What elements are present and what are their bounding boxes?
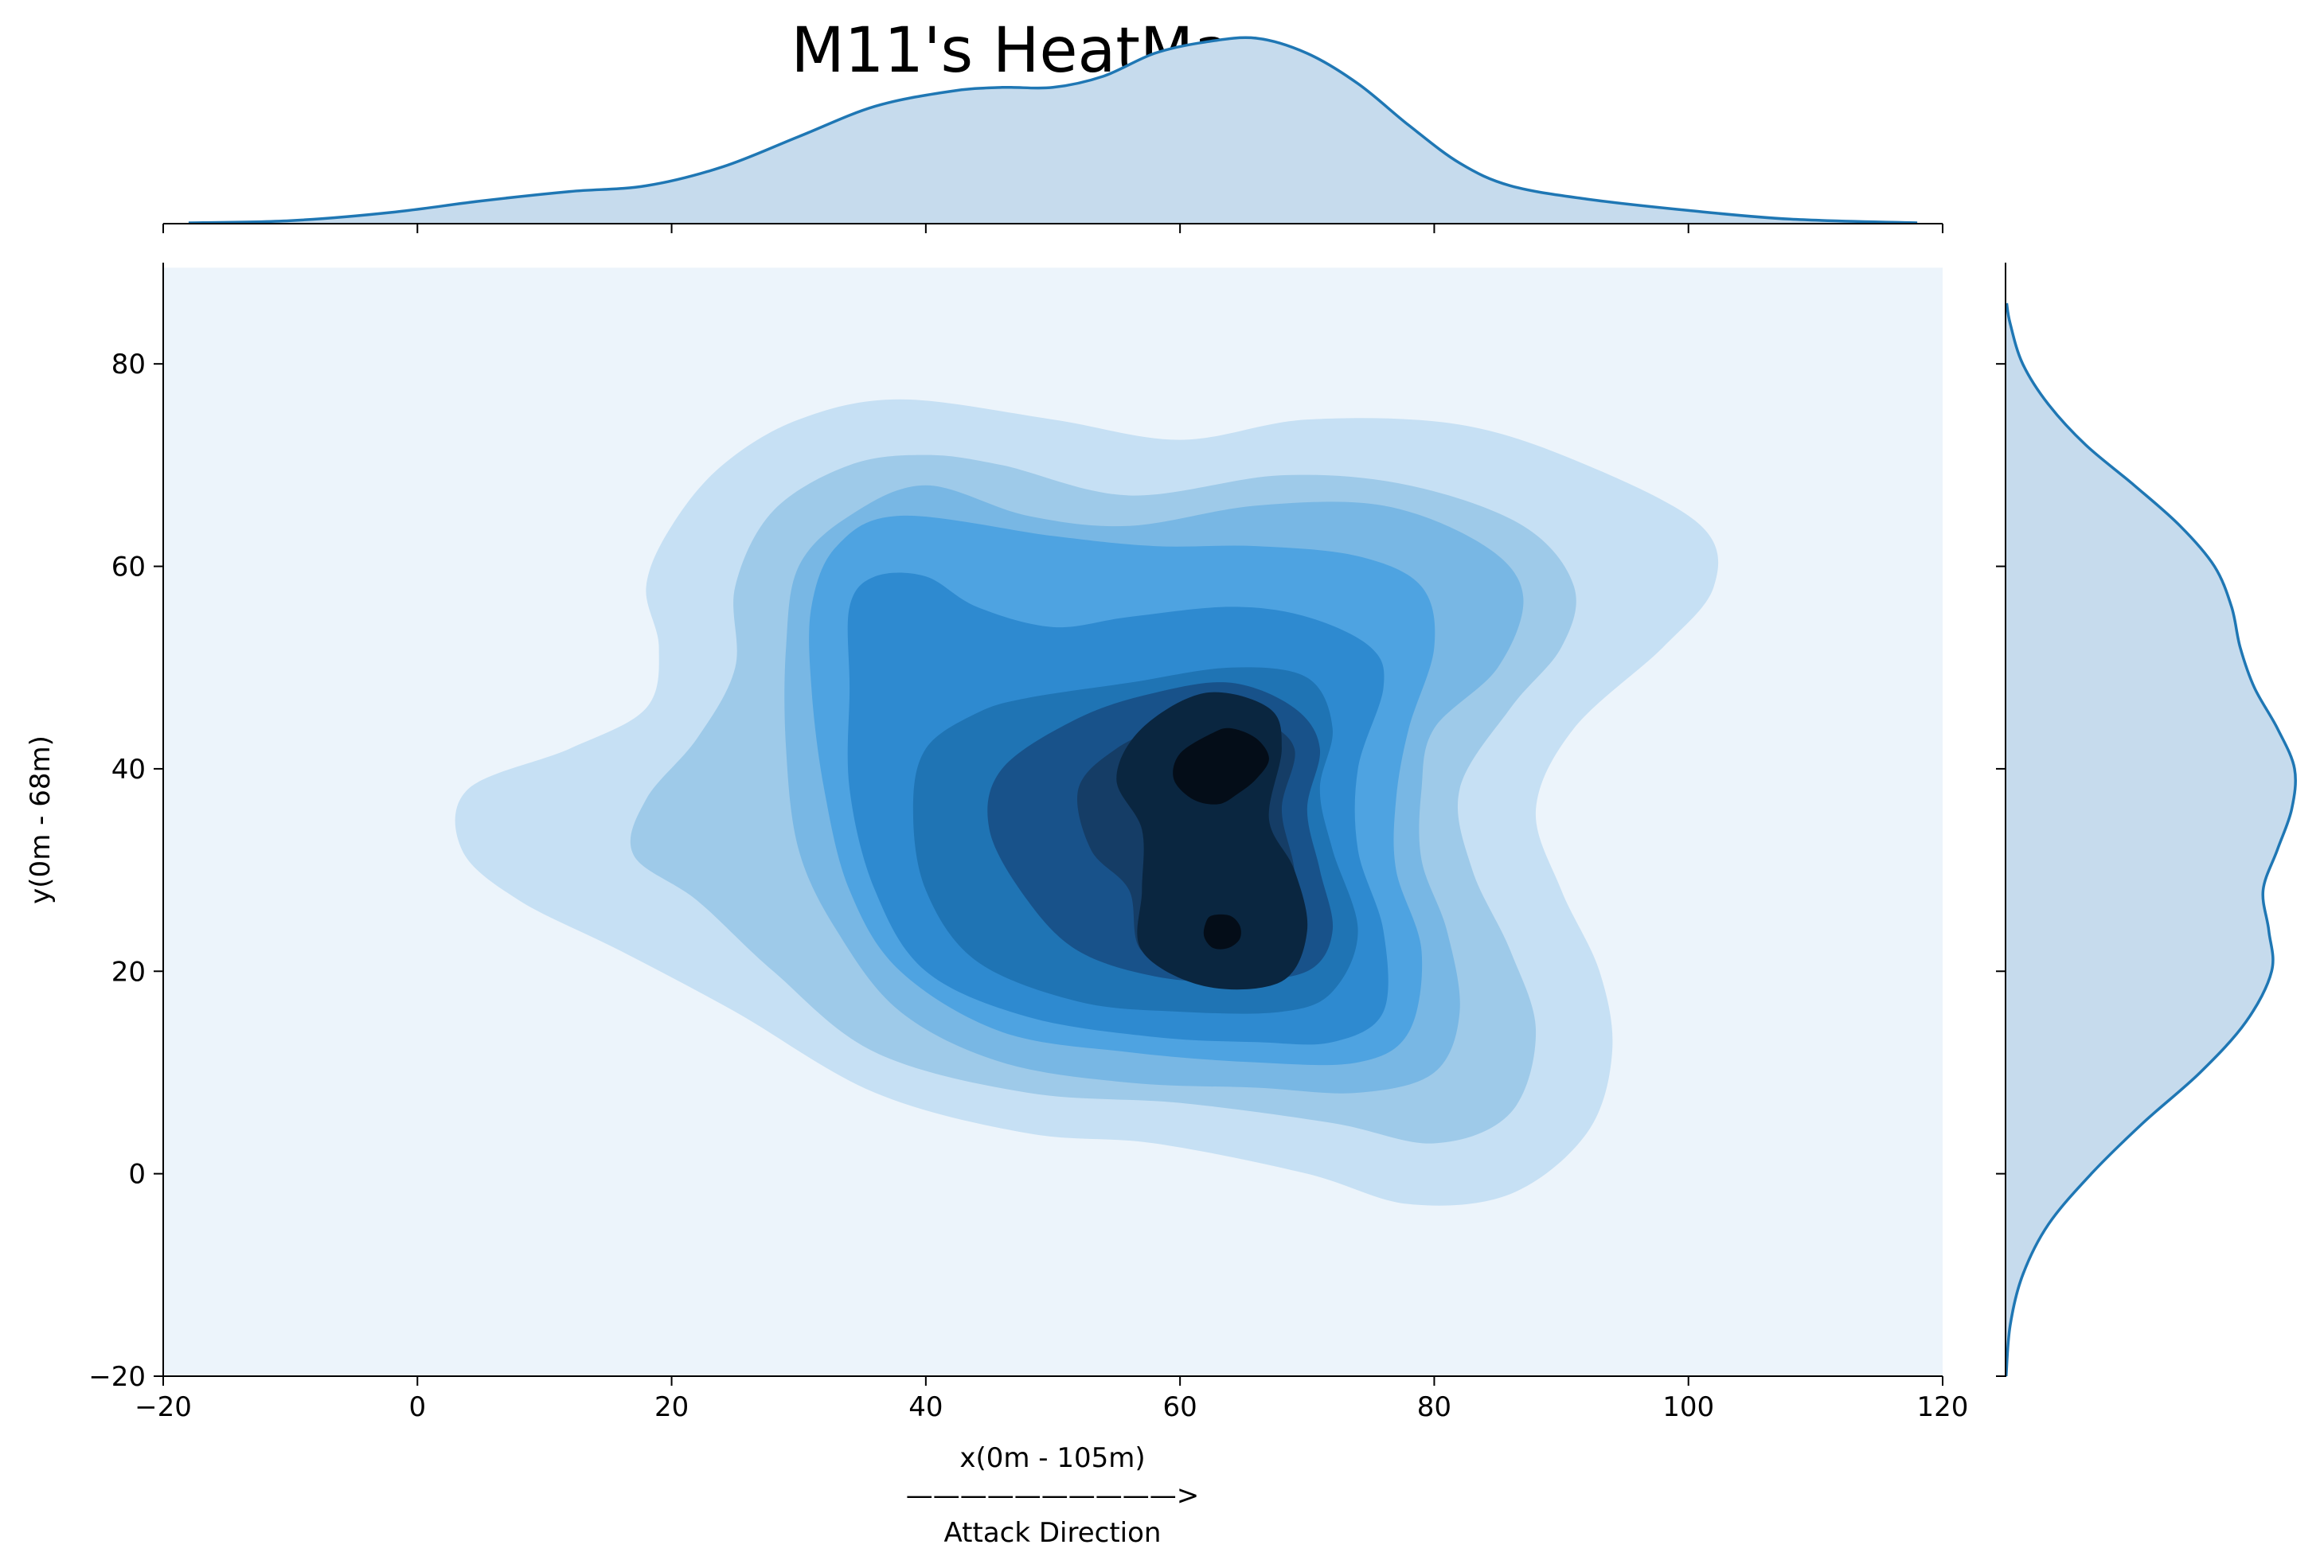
main-plot: −20 0 20 40 60 80 100 120 −20 0 20 40 60 80 [88,263,1968,1423]
x-axis-ticks: −20 0 20 40 60 80 100 120 [135,1376,1968,1423]
x-axis-direction-label: Attack Direction [944,1517,1162,1549]
y-axis-ticks: −20 0 20 40 60 80 [88,349,163,1393]
x-tick-label: −20 [135,1391,192,1423]
contour-level-10-9 [1173,727,1269,805]
marginal-y-plot [1996,263,2297,1377]
marginal-y-ticks [1996,363,2006,1377]
x-tick-label: 100 [1662,1391,1714,1423]
marginal-x-ticks [162,224,1943,233]
contour-level-10-10 [1203,914,1241,950]
y-tick-label: 60 [111,552,146,583]
marginal-x-density-line [188,36,1918,224]
marginal-y-density-line [2004,302,2297,1377]
y-tick-label: 80 [111,349,146,380]
x-tick-label: 40 [908,1391,943,1423]
x-axis-label: x(0m - 105m) [959,1442,1145,1474]
x-tick-label: 0 [408,1391,426,1423]
x-axis-arrow: ——————————> [906,1480,1200,1511]
density-contours [455,399,1719,1206]
x-tick-label: 120 [1917,1391,1969,1423]
y-tick-label: 0 [128,1159,146,1191]
y-tick-label: 20 [111,956,146,988]
y-tick-label: 40 [111,754,146,786]
marginal-y-density-fill [2006,302,2296,1376]
x-tick-label: 60 [1163,1391,1197,1423]
y-axis-label: y(0m - 68m) [25,735,57,904]
y-tick-label: −20 [88,1361,146,1393]
marginal-x-plot [162,36,1943,233]
x-tick-label: 80 [1417,1391,1451,1423]
x-tick-label: 20 [654,1391,689,1423]
